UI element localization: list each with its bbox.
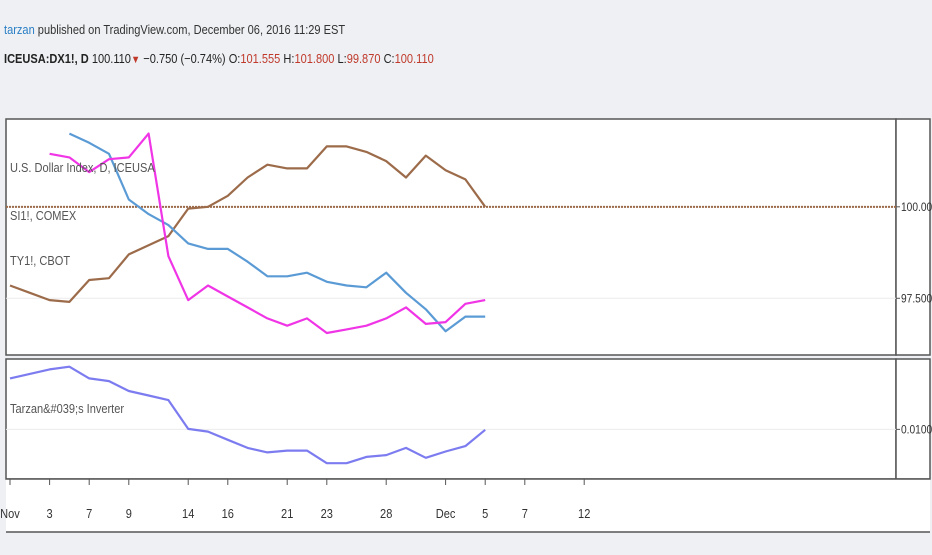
price-change: −0.750 (−0.74%): [143, 51, 226, 66]
series-line-silver[interactable]: [68, 132, 486, 333]
close-value: 100.110: [394, 51, 434, 66]
x-tick-label: 12: [578, 506, 591, 521]
low-value: 99.870: [346, 51, 381, 66]
x-tick-label: 7: [86, 506, 92, 521]
main-panel[interactable]: [5, 118, 897, 356]
series-line-treasury[interactable]: [9, 145, 487, 303]
legend-silver: SI1!, COMEX: [10, 208, 76, 223]
chart-svg[interactable]: U.S. Dollar Index, D, ICEUSA SI1!, COMEX…: [0, 112, 932, 550]
price-scale[interactable]: [895, 118, 931, 356]
x-tick-label: Dec: [436, 506, 456, 521]
publish-info: published on TradingView.com, December 0…: [37, 22, 346, 37]
indicator-scale[interactable]: [895, 358, 931, 480]
last-price: 100.110: [91, 51, 131, 66]
x-tick-label: 28: [380, 506, 393, 521]
y-tick-label-97-5: 97.500: [901, 293, 932, 306]
open-label: O:: [228, 51, 241, 66]
x-tick-label: 14: [182, 506, 195, 521]
x-tick-label: 23: [321, 506, 334, 521]
high-label: H:: [283, 51, 295, 66]
x-tick-label: Nov: [0, 506, 20, 521]
symbol-label: ICEUSA:DX1!, D: [4, 51, 89, 66]
x-tick-label: 21: [281, 506, 294, 521]
indicator-panel[interactable]: [5, 358, 897, 480]
x-tick-label: 5: [482, 506, 488, 521]
publish-line: tarzan published on TradingView.com, Dec…: [4, 22, 345, 37]
legend-dollar: U.S. Dollar Index, D, ICEUSA: [10, 160, 156, 175]
y-tick-label-indicator: 0.0100: [901, 424, 932, 437]
x-tick-label: 16: [222, 506, 235, 521]
author-link[interactable]: tarzan: [4, 22, 35, 37]
low-label: L:: [337, 51, 347, 66]
series-line-inverter[interactable]: [9, 365, 486, 465]
high-value: 101.800: [294, 51, 335, 66]
x-tick-label: 9: [126, 506, 132, 521]
x-tick-label: 7: [522, 506, 528, 521]
down-triangle-icon: ▼: [130, 54, 141, 66]
legend-inverter: Tarzan&#039;s Inverter: [10, 401, 124, 416]
legend-treasury: TY1!, CBOT: [10, 253, 71, 268]
time-axis[interactable]: [6, 479, 930, 532]
x-tick-label: 3: [47, 506, 53, 521]
series-line-dollar[interactable]: [49, 132, 486, 335]
y-tick-label-100: 100.000: [901, 201, 932, 214]
quote-line: ICEUSA:DX1!, D 100.110▼ −0.750 (−0.74%) …: [4, 51, 434, 66]
open-value: 101.555: [240, 51, 281, 66]
close-label: C:: [383, 51, 395, 66]
chart-area[interactable]: U.S. Dollar Index, D, ICEUSA SI1!, COMEX…: [0, 112, 932, 550]
